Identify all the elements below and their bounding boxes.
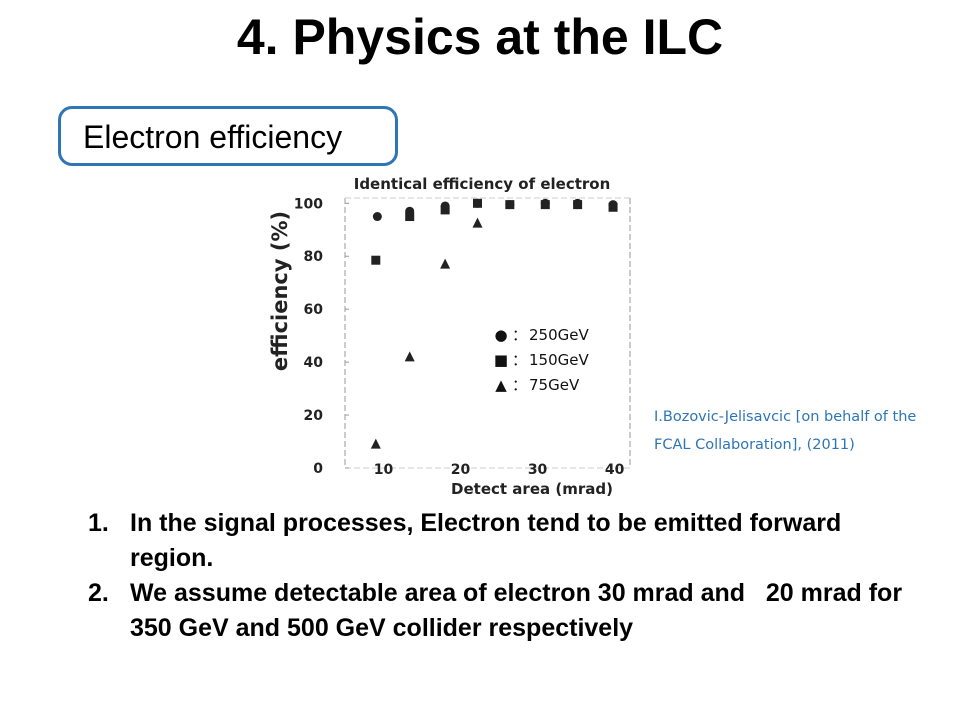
y-tick-label: 0 xyxy=(313,461,323,477)
data-point-square xyxy=(540,200,550,210)
citation-text: I.Bozovic-Jelisavcic [on behalf of the F… xyxy=(654,409,917,453)
y-tick-label: 40 xyxy=(304,355,324,371)
data-point-triangle xyxy=(370,438,381,449)
data-point-square xyxy=(440,205,450,215)
data-point-triangle xyxy=(440,258,451,269)
bullet-list: 1. In the signal processes, Electron tend… xyxy=(88,506,928,646)
x-tick-label: 20 xyxy=(451,462,471,478)
efficiency-chart: Identical efficiency of electron efficie… xyxy=(268,175,631,498)
bullet-text: We assume detectable area of electron 30… xyxy=(130,579,903,642)
data-point-triangle xyxy=(404,351,415,362)
x-tick-label: 10 xyxy=(374,462,394,478)
data-point-square xyxy=(371,255,381,265)
bullet-item-2: 2. We assume detectable area of electron … xyxy=(88,576,928,646)
legend-symbol-square: ■ xyxy=(494,351,508,369)
bullet-number: 1. xyxy=(88,509,109,537)
legend-symbol-triangle: ▲ xyxy=(495,376,507,394)
bullet-text: In the signal processes, Electron tend t… xyxy=(130,509,842,572)
chart-legend: ●： 250GeV■： 150GeV▲： 75GeV xyxy=(494,326,590,394)
legend-symbol-circle: ● xyxy=(494,326,507,344)
data-point-square xyxy=(573,200,583,210)
bullet-item-1: 1. In the signal processes, Electron tend… xyxy=(88,506,928,576)
slide-title: 4. Physics at the ILC xyxy=(236,9,724,65)
x-axis-label: Detect area (mrad) xyxy=(451,480,613,498)
data-point-square xyxy=(405,212,415,222)
legend-label: 250GeV xyxy=(529,326,589,344)
chart-title: Identical efficiency of electron xyxy=(354,175,611,193)
y-tick-label: 20 xyxy=(304,408,324,424)
y-tick-label: 60 xyxy=(304,302,324,318)
legend-separator: ： xyxy=(512,326,527,344)
legend-label: 75GeV xyxy=(529,376,580,394)
axis-ticks: 0 20 40 60 80 100 10 20 30 40 xyxy=(294,196,625,478)
y-axis-label: efficiency (%) xyxy=(268,211,292,371)
subtitle-text: Electron efficiency xyxy=(83,119,343,155)
data-point-square xyxy=(608,202,618,212)
bullet-number: 2. xyxy=(88,579,109,607)
legend-separator: ： xyxy=(512,351,527,369)
x-tick-label: 30 xyxy=(528,462,548,478)
data-point-circle xyxy=(372,212,382,222)
subtitle-box: Electron efficiency xyxy=(58,106,398,166)
data-point-triangle xyxy=(472,217,483,228)
legend-separator: ： xyxy=(512,376,527,394)
data-point-square xyxy=(472,198,482,208)
data-point-square xyxy=(505,200,515,210)
legend-label: 150GeV xyxy=(529,351,589,369)
x-tick-label: 40 xyxy=(605,462,625,478)
data-points xyxy=(370,198,618,449)
y-tick-label: 100 xyxy=(294,196,323,212)
y-tick-label: 80 xyxy=(304,249,324,265)
